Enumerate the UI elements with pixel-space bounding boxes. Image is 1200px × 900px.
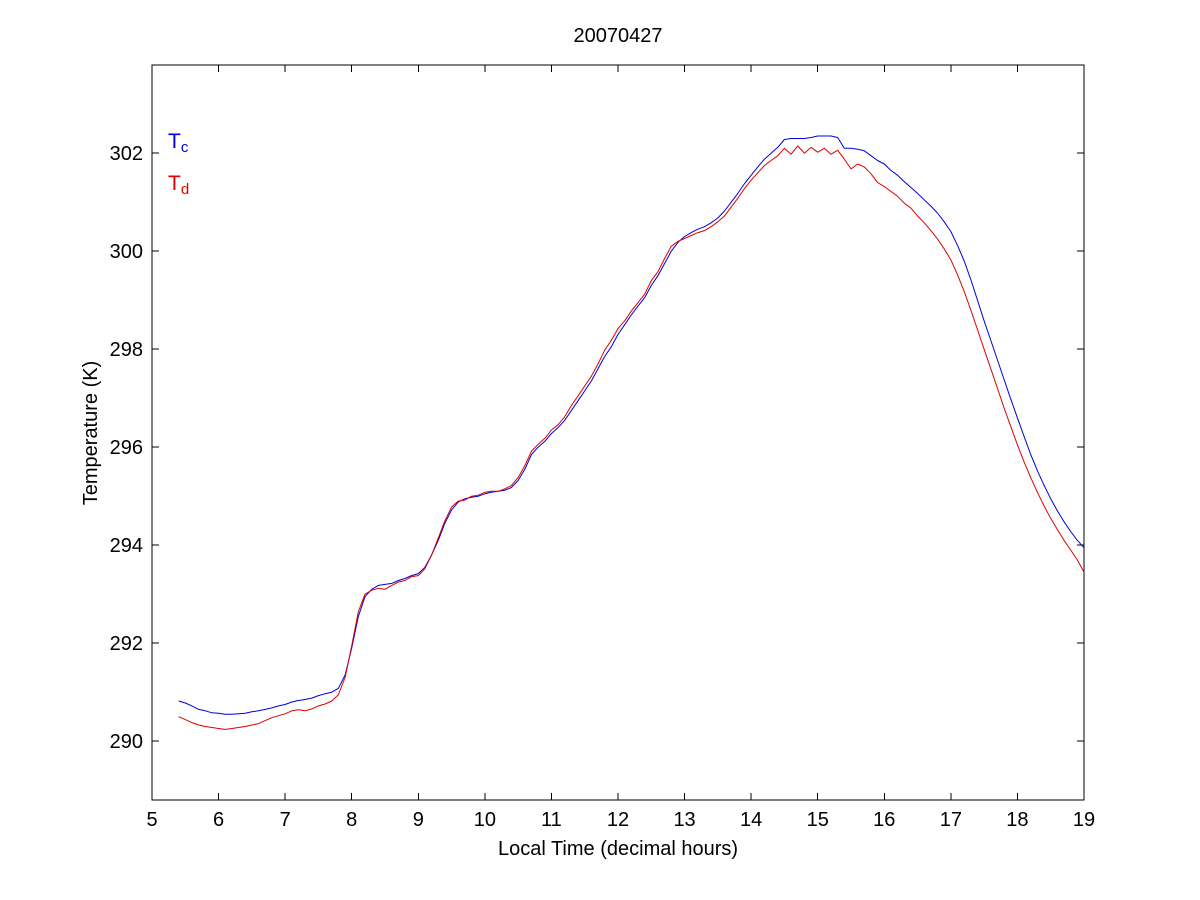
x-tick-label: 5 xyxy=(146,809,157,831)
y-tick-label: 302 xyxy=(110,143,143,165)
y-tick-label: 294 xyxy=(110,535,143,557)
y-tick-label: 298 xyxy=(110,339,143,361)
x-tick-label: 17 xyxy=(940,809,962,831)
series-line-tc xyxy=(178,135,1085,715)
x-tick-label: 19 xyxy=(1073,809,1095,831)
x-tick-label: 18 xyxy=(1006,809,1028,831)
y-tick-label: 300 xyxy=(110,241,143,263)
series-line-td xyxy=(178,145,1085,730)
y-axis-label: Temperature (K) xyxy=(80,361,102,506)
x-tick-label: 6 xyxy=(213,809,224,831)
chart-title: 20070427 xyxy=(574,25,663,47)
x-tick-label: 13 xyxy=(673,809,695,831)
series-label-td: Td xyxy=(168,172,189,198)
x-tick-label: 7 xyxy=(280,809,291,831)
x-tick-label: 15 xyxy=(807,809,829,831)
y-tick-label: 296 xyxy=(110,437,143,459)
x-tick-label: 9 xyxy=(413,809,424,831)
x-tick-label: 14 xyxy=(740,809,762,831)
x-tick-label: 10 xyxy=(474,809,496,831)
y-tick-label: 292 xyxy=(110,633,143,655)
x-tick-label: 16 xyxy=(873,809,895,831)
series-label-tc: Tc xyxy=(168,130,189,156)
x-tick-label: 11 xyxy=(541,809,562,831)
x-tick-label: 12 xyxy=(607,809,629,831)
axes-box xyxy=(151,64,1085,801)
y-tick-label: 290 xyxy=(110,731,143,753)
x-axis-label: Local Time (decimal hours) xyxy=(498,838,738,860)
x-tick-label: 8 xyxy=(346,809,357,831)
